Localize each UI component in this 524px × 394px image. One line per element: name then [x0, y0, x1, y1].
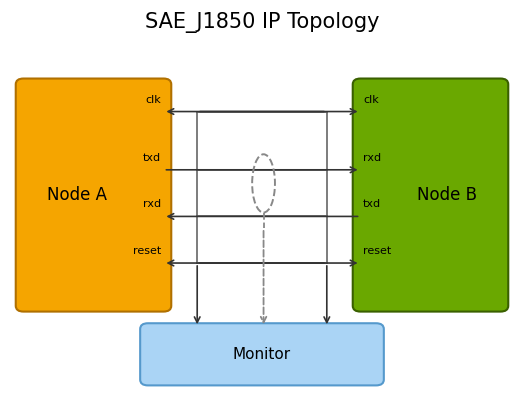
Text: rxd: rxd	[143, 199, 161, 210]
FancyBboxPatch shape	[140, 323, 384, 385]
FancyBboxPatch shape	[353, 78, 508, 312]
Text: Node A: Node A	[47, 186, 107, 204]
Text: clk: clk	[363, 95, 379, 104]
Text: Monitor: Monitor	[233, 347, 291, 362]
Text: clk: clk	[145, 95, 161, 104]
Text: reset: reset	[133, 246, 161, 256]
Text: txd: txd	[363, 199, 381, 210]
Text: reset: reset	[363, 246, 391, 256]
Text: Node B: Node B	[417, 186, 477, 204]
Text: txd: txd	[143, 153, 161, 163]
Text: rxd: rxd	[363, 153, 381, 163]
FancyBboxPatch shape	[16, 78, 171, 312]
Text: SAE_J1850 IP Topology: SAE_J1850 IP Topology	[145, 12, 379, 33]
